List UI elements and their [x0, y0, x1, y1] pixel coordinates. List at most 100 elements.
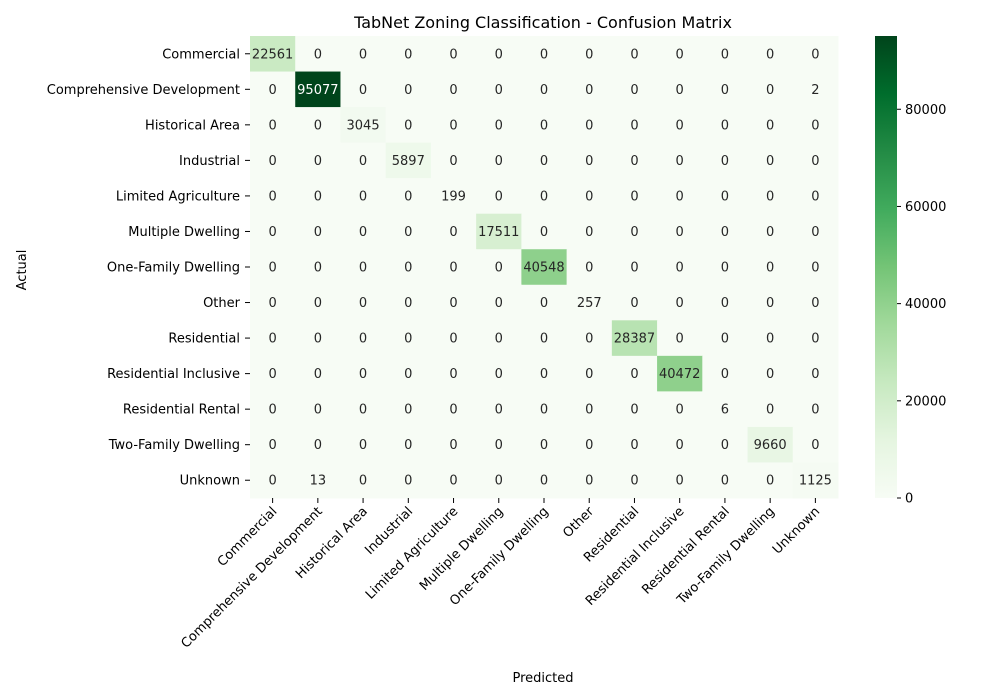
cell-value: 0 [630, 367, 638, 382]
heatmap-cell [430, 107, 477, 144]
y-tick-label: One-Family Dwelling [107, 261, 240, 276]
heatmap-cell [476, 249, 522, 286]
cell-value: 0 [585, 83, 593, 98]
heatmap-cell [521, 426, 568, 463]
heatmap-cell [250, 426, 296, 463]
heatmap-cell [657, 178, 703, 215]
cell-value: 0 [676, 47, 684, 62]
cell-value: 0 [811, 47, 819, 62]
heatmap-cell [611, 142, 658, 179]
cell-value: 0 [404, 83, 412, 98]
heatmap-cell [430, 284, 477, 321]
y-tick-label: Other [203, 296, 241, 311]
cell-value: 0 [630, 261, 638, 276]
cell-value: 0 [359, 332, 367, 347]
heatmap-cell [657, 213, 703, 250]
heatmap-cell [340, 462, 387, 499]
heatmap-cell [385, 426, 432, 463]
heatmap-cell [295, 284, 341, 321]
heatmap-cell [385, 391, 432, 428]
cell-value: 0 [359, 296, 367, 311]
cell-value: 0 [766, 83, 774, 98]
cell-value: 0 [314, 225, 322, 240]
cell-value: 0 [495, 474, 503, 489]
heatmap-cell [295, 355, 341, 392]
cell-value: 0 [268, 118, 276, 133]
cell-value: 0 [540, 189, 548, 204]
cell-value: 0 [359, 189, 367, 204]
heatmap-cell [295, 320, 341, 357]
heatmap-cell [430, 462, 477, 499]
cell-value: 0 [449, 403, 457, 418]
heatmap-cell [611, 178, 658, 215]
heatmap-cell [385, 284, 432, 321]
cell-value: 0 [495, 296, 503, 311]
heatmap-cell [702, 355, 749, 392]
cell-value: 0 [630, 83, 638, 98]
cell-value: 0 [404, 118, 412, 133]
heatmap-cell [250, 107, 296, 144]
cell-value: 0 [449, 47, 457, 62]
heatmap-cell [250, 320, 296, 357]
cell-value: 0 [766, 332, 774, 347]
heatmap-cell [430, 426, 477, 463]
cell-value: 0 [585, 474, 593, 489]
cell-value: 0 [495, 189, 503, 204]
heatmap-cell [340, 36, 387, 73]
colorbar: 0 20000 40000 60000 80000 [875, 36, 946, 507]
cell-value: 22561 [252, 47, 293, 62]
y-tick-label: Industrial [179, 154, 240, 169]
heatmap-cell [566, 320, 613, 357]
heatmap-cell [657, 284, 703, 321]
y-tick-label: Commercial [162, 47, 240, 62]
cell-value: 0 [676, 296, 684, 311]
cell-value: 0 [721, 154, 729, 169]
y-tick-label: Residential Rental [123, 403, 240, 418]
cell-value: 0 [359, 261, 367, 276]
heatmap-cell [521, 462, 568, 499]
heatmap-cell [657, 142, 703, 179]
x-tick-label: Unknown [770, 504, 823, 557]
cell-value: 0 [268, 367, 276, 382]
cell-value: 0 [721, 474, 729, 489]
heatmap-cell [702, 71, 749, 108]
heatmap-cell [521, 36, 568, 73]
heatmap-cell [566, 462, 613, 499]
heatmap-cell [430, 249, 477, 286]
heatmap-cell [521, 107, 568, 144]
heatmap-cell [295, 249, 341, 286]
heatmap-cell [385, 320, 432, 357]
heatmap-cell [430, 355, 477, 392]
cell-value: 0 [811, 261, 819, 276]
heatmap-cell [250, 284, 296, 321]
heatmap-cell [340, 426, 387, 463]
cell-value: 0 [314, 367, 322, 382]
cell-value: 0 [766, 154, 774, 169]
cell-value: 0 [585, 261, 593, 276]
colorbar-tick-label: 0 [905, 492, 913, 507]
cell-value: 0 [676, 83, 684, 98]
cell-value: 0 [540, 118, 548, 133]
heatmap-cell [566, 178, 613, 215]
cell-value: 0 [314, 47, 322, 62]
cell-value: 0 [585, 47, 593, 62]
cell-value: 0 [630, 225, 638, 240]
cell-value: 0 [630, 438, 638, 453]
heatmap-cell [747, 320, 794, 357]
heatmap-cell [792, 142, 839, 179]
heatmap-cell [476, 320, 522, 357]
heatmap-cell [566, 426, 613, 463]
cell-value: 0 [721, 118, 729, 133]
heatmap-cell [747, 107, 794, 144]
heatmap-cell [385, 462, 432, 499]
cell-value: 0 [449, 225, 457, 240]
heatmap-cell [792, 391, 839, 428]
cell-value: 0 [449, 83, 457, 98]
cell-value: 95077 [297, 83, 338, 98]
cell-value: 0 [449, 296, 457, 311]
cell-value: 13 [310, 474, 327, 489]
cell-value: 0 [359, 83, 367, 98]
heatmap-cell [566, 36, 613, 73]
cell-value: 40548 [523, 261, 564, 276]
